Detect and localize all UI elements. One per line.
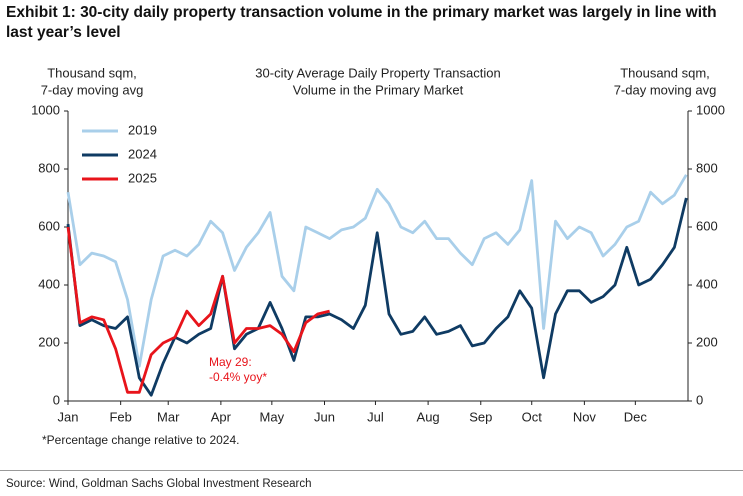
y-axis-label: 7-day moving avg (41, 82, 144, 97)
x-tick-label: May (260, 409, 285, 424)
annotation: May 29: (209, 355, 252, 369)
y-tick-label: 800 (38, 160, 60, 175)
y-tick-label: 1000 (31, 102, 60, 117)
x-tick-label: Nov (573, 409, 597, 424)
x-tick-label: Feb (109, 409, 131, 424)
y2-tick-label: 1000 (696, 102, 725, 117)
x-tick-label: Aug (417, 409, 440, 424)
x-tick-label: Jan (58, 409, 79, 424)
y2-axis-label: 7-day moving avg (614, 82, 717, 97)
y2-tick-label: 0 (696, 392, 703, 407)
x-tick-label: Jun (314, 409, 335, 424)
series-line (66, 174, 688, 368)
y2-tick-label: 800 (696, 160, 718, 175)
x-tick-label: Mar (157, 409, 180, 424)
chart: 30-city Average Daily Property Transacti… (31, 65, 725, 447)
exhibit-title: Exhibit 1: 30-city daily property transa… (6, 4, 717, 41)
x-tick-label: Jul (367, 409, 384, 424)
chart-title: 30-city Average Daily Property Transacti… (255, 65, 500, 80)
x-tick-label: Dec (624, 409, 648, 424)
footnote: *Percentage change relative to 2024. (42, 433, 239, 447)
y-axis-label: Thousand sqm, (47, 65, 137, 80)
y2-axis-label: Thousand sqm, (620, 65, 710, 80)
y2-tick-label: 200 (696, 334, 718, 349)
series-line (66, 226, 330, 394)
y2-tick-label: 400 (696, 276, 718, 291)
x-tick-label: Apr (211, 409, 232, 424)
source: Source: Wind, Goldman Sachs Global Inves… (6, 478, 312, 490)
x-tick-label: Sep (469, 409, 492, 424)
divider (0, 470, 743, 471)
annotation: -0.4% yoy* (209, 370, 267, 384)
y2-tick-label: 600 (696, 218, 718, 233)
y-tick-label: 600 (38, 218, 60, 233)
y-tick-label: 200 (38, 334, 60, 349)
series-line (66, 197, 688, 397)
y-tick-label: 400 (38, 276, 60, 291)
legend-label: 2025 (128, 170, 157, 185)
chart-title: Volume in the Primary Market (293, 82, 464, 97)
y-tick-label: 0 (53, 392, 60, 407)
x-tick-label: Oct (522, 409, 543, 424)
legend-label: 2024 (128, 146, 157, 161)
legend-label: 2019 (128, 122, 157, 137)
